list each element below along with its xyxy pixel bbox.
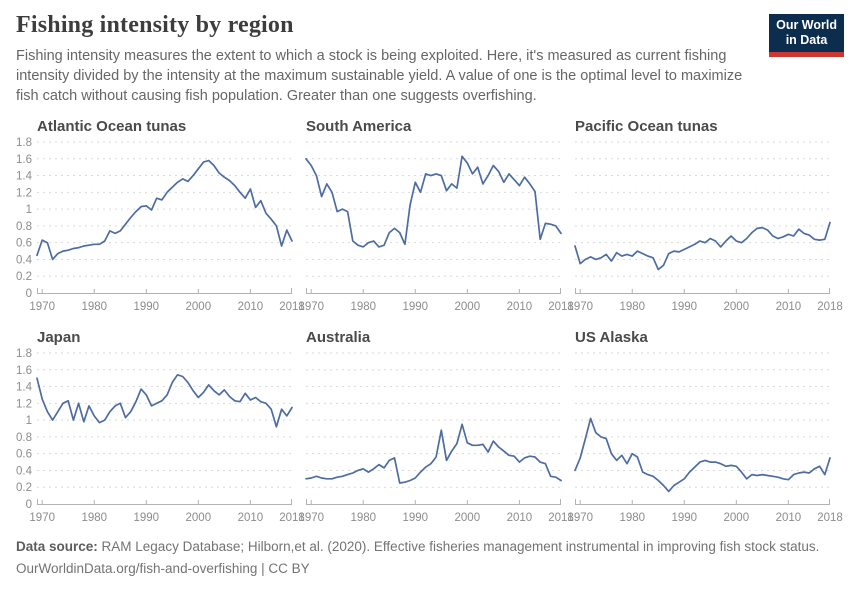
chart-cell-australia: Australia 1970 1980 1990 2000 2010 2018 <box>298 329 574 530</box>
svg-text:2010: 2010 <box>776 301 802 313</box>
chart-cell-us-alaska: US Alaska 1970 1980 1990 2000 2010 2018 <box>567 329 843 530</box>
owid-logo-line1: Our World <box>776 18 837 32</box>
svg-text:0: 0 <box>26 499 32 511</box>
svg-text:2000: 2000 <box>455 301 481 313</box>
svg-text:1990: 1990 <box>671 512 697 524</box>
chart-title: Pacific Ocean tunas <box>575 118 718 135</box>
owid-logo-line2: in Data <box>785 33 828 47</box>
svg-text:2000: 2000 <box>724 301 750 313</box>
svg-text:1990: 1990 <box>402 301 428 313</box>
chart-cell-japan: Japan 0 0.2 0.4 0.6 0.8 1 1.2 1.4 1.6 1.8 1970 1980… <box>16 329 305 530</box>
svg-text:1.4: 1.4 <box>16 382 33 394</box>
svg-text:1: 1 <box>26 204 32 216</box>
svg-text:2000: 2000 <box>455 512 481 524</box>
line-chart-svg: 1970 1980 1990 2000 2010 2018 <box>298 352 574 524</box>
svg-text:1970: 1970 <box>29 301 55 313</box>
chart-subtitle: Fishing intensity measures the extent to… <box>16 48 743 104</box>
chart-cell-pacific-ocean-tunas: Pacific Ocean tunas 1970 1980 1990 2000 2010… <box>567 118 843 319</box>
chart-title: Atlantic Ocean tunas <box>37 118 187 135</box>
svg-text:1990: 1990 <box>133 512 159 524</box>
svg-text:0.4: 0.4 <box>16 254 33 266</box>
svg-text:0.2: 0.2 <box>16 482 32 494</box>
svg-text:2018: 2018 <box>817 512 843 524</box>
svg-text:1990: 1990 <box>671 301 697 313</box>
line-chart-svg: 0 0.2 0.4 0.6 0.8 1 1.2 1.4 1.6 1.8 1970 1980 1990 20… <box>16 137 305 313</box>
chart-grid: Atlantic Ocean tunas 0 0.2 0.4 0.6 0.8 1 1.2 1.… <box>16 118 843 530</box>
svg-text:2018: 2018 <box>548 301 574 313</box>
data-source-line: Data source: RAM Legacy Database; Hilbor… <box>16 536 834 558</box>
svg-text:1970: 1970 <box>567 512 593 524</box>
svg-text:1.4: 1.4 <box>16 171 33 183</box>
svg-text:2018: 2018 <box>279 301 305 313</box>
chart-cell-atlantic-ocean-tunas: Atlantic Ocean tunas 0 0.2 0.4 0.6 0.8 1 1.2 1.… <box>16 118 305 319</box>
chart-title: South America <box>306 118 412 135</box>
svg-text:1.8: 1.8 <box>16 348 32 360</box>
svg-text:1970: 1970 <box>298 512 324 524</box>
svg-text:1970: 1970 <box>29 512 55 524</box>
svg-text:1.8: 1.8 <box>16 137 32 149</box>
line-chart-svg: 1970 1980 1990 2000 2010 2018 <box>298 141 574 313</box>
svg-text:1990: 1990 <box>133 301 159 313</box>
svg-text:1980: 1980 <box>619 301 645 313</box>
svg-text:2010: 2010 <box>238 301 264 313</box>
svg-text:2000: 2000 <box>186 512 212 524</box>
svg-text:2010: 2010 <box>238 512 264 524</box>
svg-text:1.2: 1.2 <box>16 398 32 410</box>
svg-text:2018: 2018 <box>548 512 574 524</box>
svg-text:1980: 1980 <box>619 512 645 524</box>
chart-title: US Alaska <box>575 329 648 346</box>
chart-title: Japan <box>37 329 81 346</box>
svg-text:1980: 1980 <box>81 512 107 524</box>
chart-cell-south-america: South America 1970 1980 1990 2000 2010 2018 <box>298 118 574 319</box>
license-line: OurWorldinData.org/fish-and-overfishing … <box>16 561 310 577</box>
svg-text:1: 1 <box>26 415 32 427</box>
svg-text:1980: 1980 <box>81 301 107 313</box>
svg-text:1.2: 1.2 <box>16 187 32 199</box>
svg-text:1970: 1970 <box>567 301 593 313</box>
line-chart-svg: 1970 1980 1990 2000 2010 2018 <box>567 141 843 313</box>
svg-text:0.4: 0.4 <box>16 465 33 477</box>
svg-text:2000: 2000 <box>724 512 750 524</box>
svg-text:0.6: 0.6 <box>16 449 32 461</box>
svg-text:2018: 2018 <box>817 301 843 313</box>
svg-text:1990: 1990 <box>402 512 428 524</box>
data-source-label: Data source: <box>16 539 98 554</box>
svg-text:1.6: 1.6 <box>16 365 32 377</box>
svg-text:0.8: 0.8 <box>16 432 32 444</box>
chart-footer: Data source: RAM Legacy Database; Hilbor… <box>16 536 834 581</box>
line-chart-svg: 0 0.2 0.4 0.6 0.8 1 1.2 1.4 1.6 1.8 1970 1980 1990 20… <box>16 348 305 524</box>
owid-logo[interactable]: Our World in Data <box>769 14 844 57</box>
svg-text:2000: 2000 <box>186 301 212 313</box>
svg-text:0.6: 0.6 <box>16 238 32 250</box>
svg-text:1980: 1980 <box>350 512 376 524</box>
svg-text:1970: 1970 <box>298 301 324 313</box>
svg-text:1.6: 1.6 <box>16 154 32 166</box>
svg-text:0.2: 0.2 <box>16 271 32 283</box>
svg-text:2010: 2010 <box>507 301 533 313</box>
chart-title: Australia <box>306 329 371 346</box>
svg-text:2018: 2018 <box>279 512 305 524</box>
svg-text:2010: 2010 <box>776 512 802 524</box>
svg-text:0.8: 0.8 <box>16 221 32 233</box>
page-title: Fishing intensity by region <box>16 12 294 38</box>
data-source-text: RAM Legacy Database; Hilborn,et al. (202… <box>97 539 820 554</box>
svg-text:1980: 1980 <box>350 301 376 313</box>
svg-text:2010: 2010 <box>507 512 533 524</box>
line-chart-svg: 1970 1980 1990 2000 2010 2018 <box>567 352 843 524</box>
svg-text:0: 0 <box>26 288 32 300</box>
